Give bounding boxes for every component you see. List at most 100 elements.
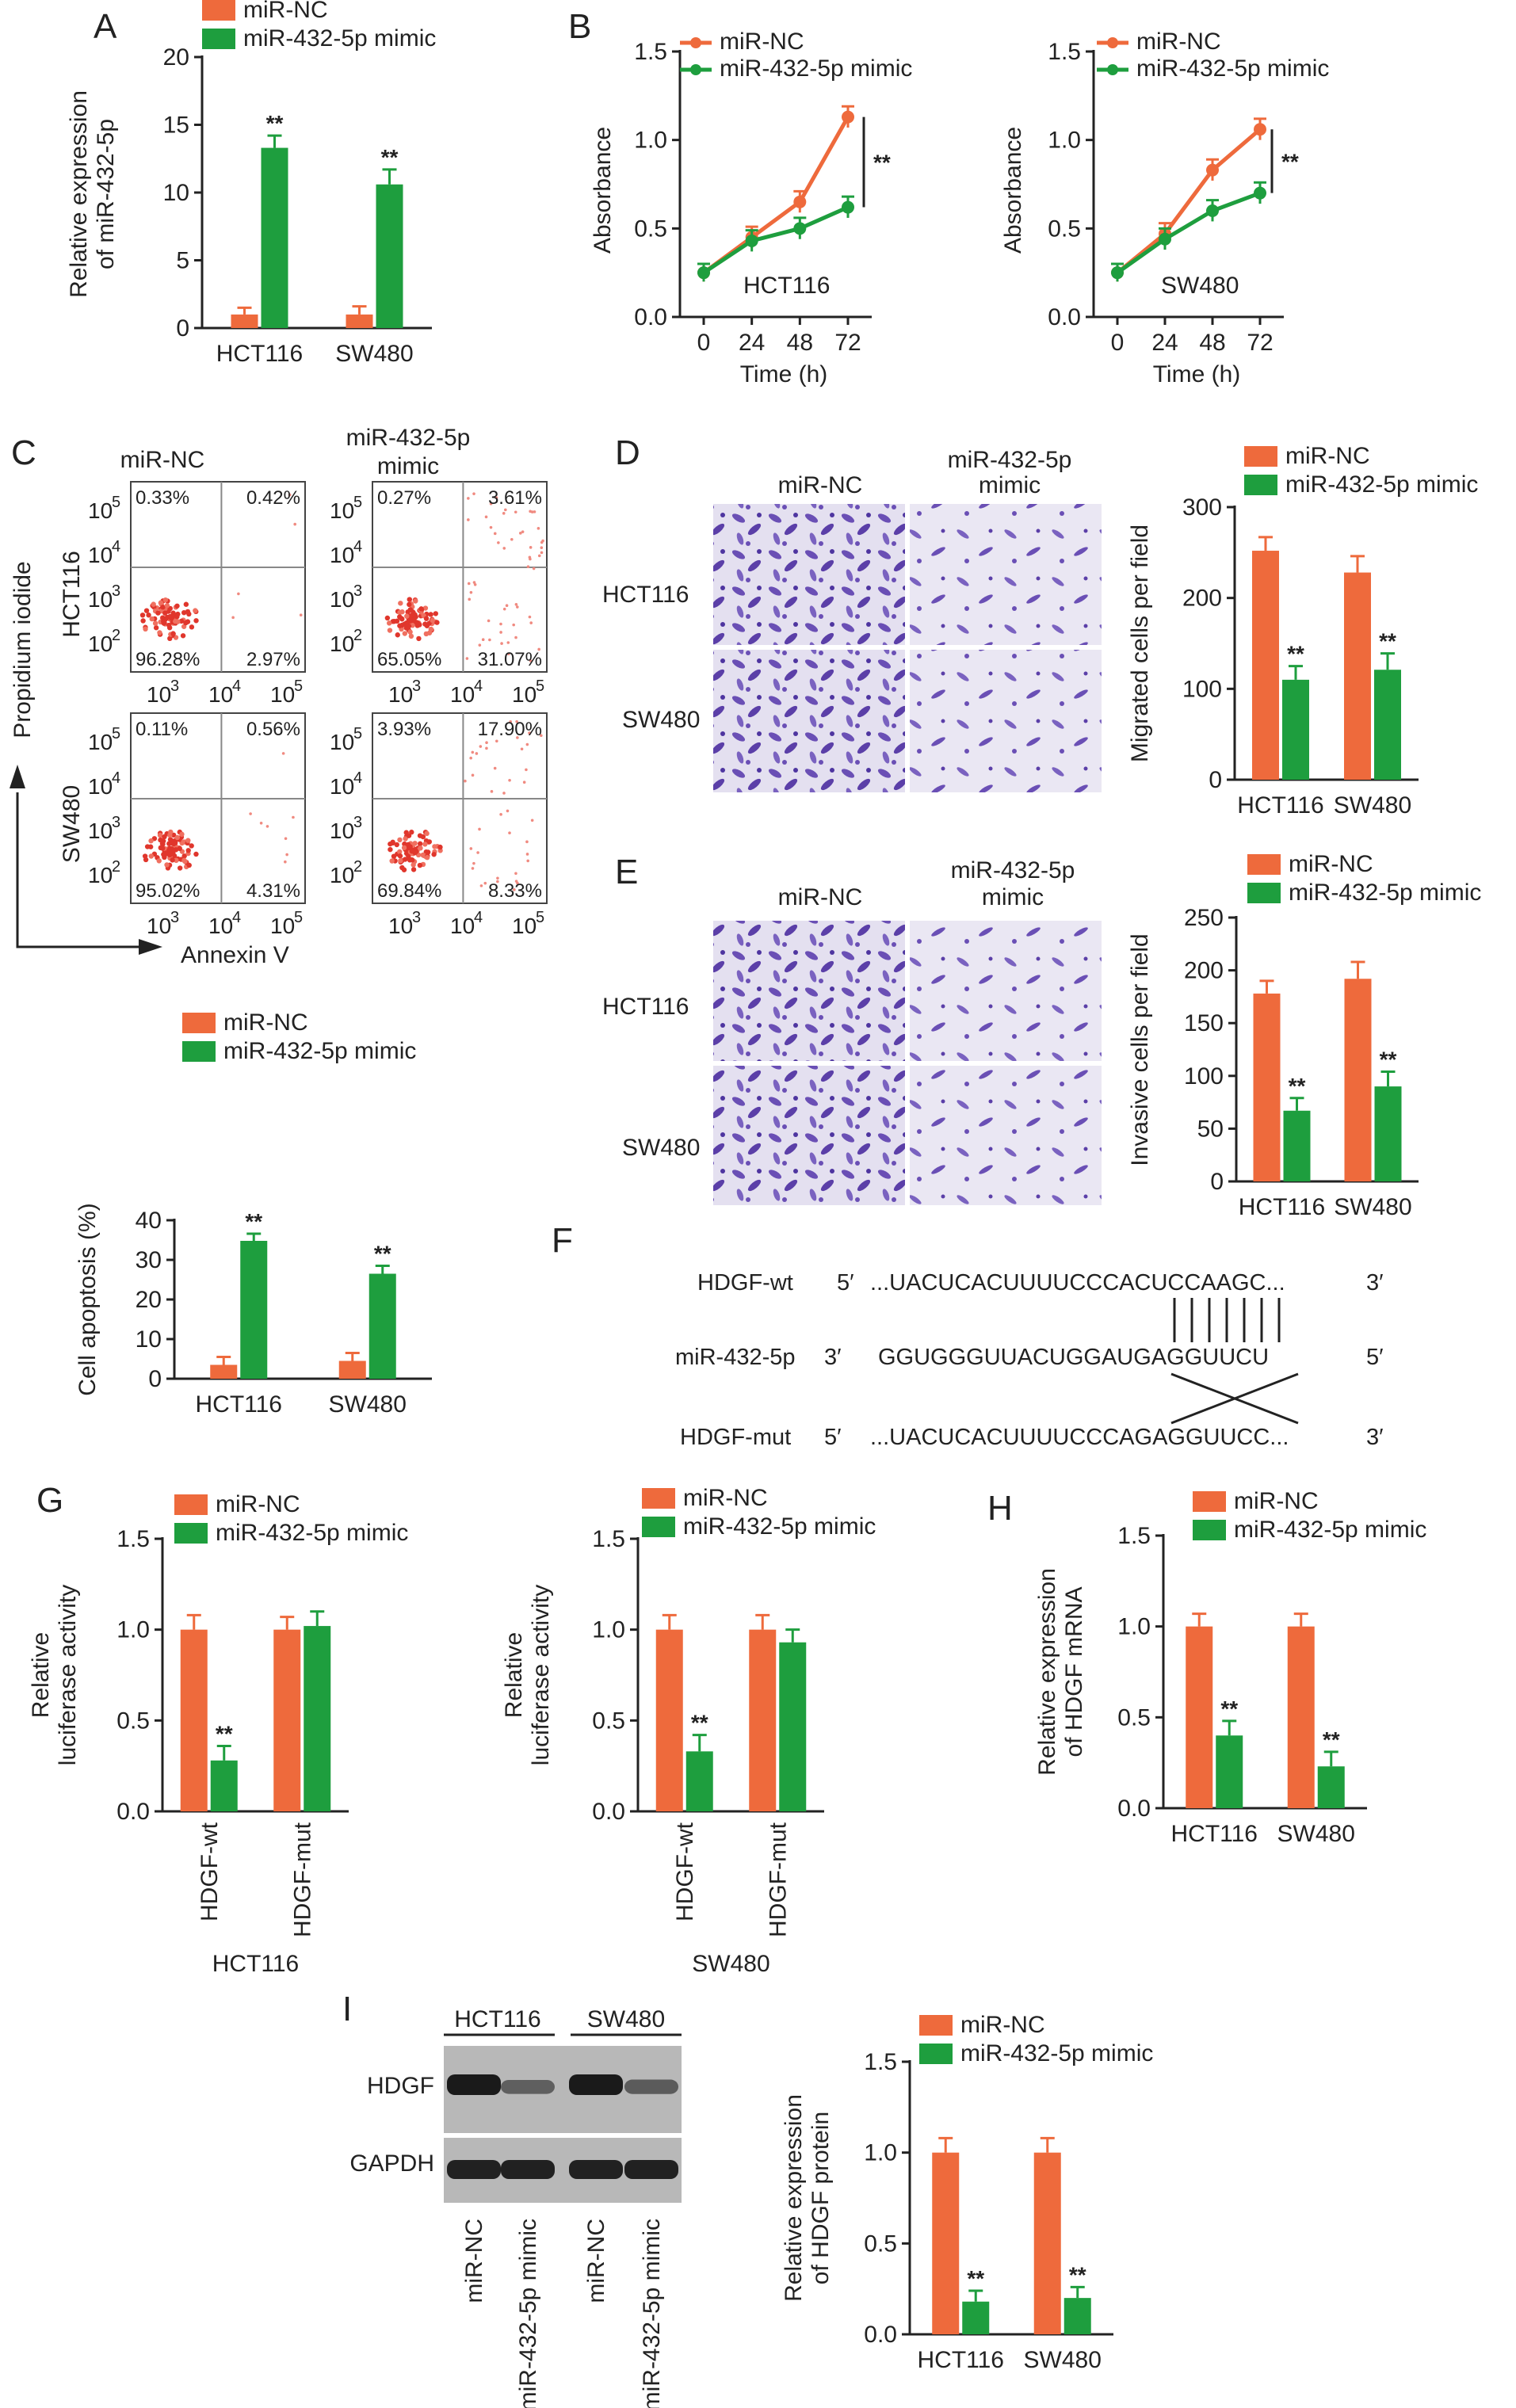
y-tick-label-D: 100: [1182, 676, 1222, 702]
sig-star-E-0: **: [1289, 1074, 1306, 1098]
y-tick-label-G2: 0.5: [592, 1708, 625, 1734]
flow-x-tick-exp-2: 4: [232, 909, 241, 926]
flow-event: [532, 567, 536, 571]
flow-event: [174, 603, 180, 609]
y-tick-label-A: 0: [176, 315, 189, 342]
y-tick-label-A: 20: [163, 44, 189, 71]
panel-label-d: D: [615, 433, 640, 472]
wb-band-gapdh-3: [624, 2160, 678, 2179]
migration-col-label-nc: miR-NC: [778, 472, 863, 498]
point-B1-0-3: [842, 110, 854, 124]
panel-label-c: C: [11, 433, 36, 472]
flow-event: [526, 565, 530, 569]
flow-x-tick-exp-1: 3: [412, 677, 421, 695]
flow-y-tick-exp-0: 4: [112, 538, 120, 555]
flow-event: [143, 626, 148, 632]
bar-I-nc-1: [1033, 2152, 1061, 2334]
flow-event: [299, 613, 303, 617]
flow-event: [249, 812, 252, 815]
sig-star-G2-0: **: [691, 1711, 708, 1735]
flow-event: [158, 837, 163, 843]
flow-event: [162, 597, 169, 603]
seq-mut-3prime: 3′: [1366, 1425, 1384, 1450]
bar-I-nc-0: [932, 2152, 960, 2334]
flow-event: [469, 590, 473, 594]
y-axis-label-D: Migrated cells per field: [1127, 525, 1153, 762]
flow-event: [495, 496, 498, 499]
legend-label-nc-B2: miR-NC: [1136, 29, 1221, 55]
point-B1-1-3: [842, 200, 854, 214]
flow-event: [416, 635, 422, 642]
flow-event: [537, 554, 541, 558]
flow-y-tick-3: 10: [330, 774, 354, 799]
bar-G2-nc-0: [655, 1629, 683, 1811]
seq-wt-sequence: ...UACUCACUUUUCCCACUCCAAGC...: [870, 1270, 1285, 1296]
flow-event: [189, 843, 194, 849]
flow-event: [170, 832, 177, 838]
invasion-col-label-nc: miR-NC: [778, 884, 863, 910]
sig-star-B2: **: [1281, 149, 1299, 174]
y-tick-label-C: 10: [136, 1326, 162, 1353]
legend-label-mimic-G2: miR-432-5p mimic: [683, 1513, 876, 1540]
sig-star-D-1: **: [1379, 629, 1396, 654]
seq-wt-3prime: 3′: [1366, 1270, 1384, 1296]
bar-E-nc-0: [1253, 993, 1281, 1181]
flow-event: [508, 831, 511, 834]
migration-col-label-mimic-1: miR-432-5p: [948, 447, 1072, 473]
flow-event: [288, 493, 292, 497]
flow-y-tick-2: 10: [88, 730, 113, 754]
y-tick-label-I: 1.5: [864, 2049, 897, 2075]
migration-image-hct116-nc: [713, 504, 905, 645]
flow-event: [471, 773, 475, 777]
flow-quadrant-ll-0: 96.28%: [136, 649, 200, 670]
flow-event: [540, 551, 544, 555]
flow-cell-cluster-0: [139, 493, 303, 642]
flow-event: [502, 547, 506, 550]
y-tick-label-D: 200: [1182, 586, 1222, 612]
y-tick-label-G1: 1.0: [116, 1617, 150, 1643]
legend-label-mimic-G1: miR-432-5p mimic: [216, 1520, 408, 1546]
legend-label-mimic-D: miR-432-5p mimic: [1285, 471, 1478, 498]
series-line-B1-nc: [702, 116, 850, 275]
flow-event: [493, 766, 497, 770]
migration-images: miR-NC miR-432-5p mimic HCT116 SW480: [602, 447, 1102, 792]
flow-event: [496, 876, 499, 880]
flow-event: [422, 841, 428, 847]
legend-swatch-mimic-D: [1244, 475, 1277, 495]
cell-annotation-B2: SW480: [1161, 273, 1239, 299]
flow-y-tick-exp-0: 3: [112, 582, 120, 600]
flow-quadrant-ul-1: 0.27%: [377, 487, 431, 509]
flow-event: [485, 746, 488, 750]
flow-event: [514, 872, 517, 876]
migration-image-hct116-mimic: [910, 504, 1102, 645]
flow-event: [167, 852, 173, 857]
wb-band-hdgf-3: [624, 2079, 678, 2094]
bar-D-nc-1: [1344, 572, 1371, 780]
flow-y-tick-2: 10: [88, 819, 113, 843]
y-tick-label-I: 0.0: [864, 2322, 897, 2348]
flow-event: [437, 844, 443, 850]
sig-star-A-0: **: [266, 111, 284, 135]
bar-G2-nc-1: [749, 1629, 777, 1811]
legend-label-nc-C: miR-NC: [223, 1009, 308, 1036]
x-tick-label-I: HCT116: [918, 2347, 1004, 2373]
flow-event: [525, 840, 529, 844]
flow-event: [186, 862, 192, 868]
flow-event: [476, 851, 479, 854]
y-tick-label-E: 150: [1184, 1010, 1224, 1036]
flow-event: [481, 638, 485, 642]
flow-y-tick-1: 10: [330, 543, 354, 567]
flow-event: [502, 792, 506, 795]
y-tick-label-G2: 1.5: [592, 1526, 625, 1552]
legend-label-mimic-B1: miR-432-5p mimic: [720, 55, 912, 82]
flow-event: [533, 510, 537, 513]
flow-event: [472, 492, 475, 495]
flow-x-tick-2: 10: [270, 914, 295, 938]
group-label-G1: HCT116: [212, 1951, 299, 1977]
flow-event: [528, 615, 532, 619]
bar-I-mimic-1: [1063, 2298, 1091, 2334]
flow-event: [478, 827, 481, 831]
flow-row-label-sw480: SW480: [59, 785, 85, 863]
flow-x-tick-exp-0: 5: [294, 677, 303, 695]
flow-event: [410, 857, 415, 863]
